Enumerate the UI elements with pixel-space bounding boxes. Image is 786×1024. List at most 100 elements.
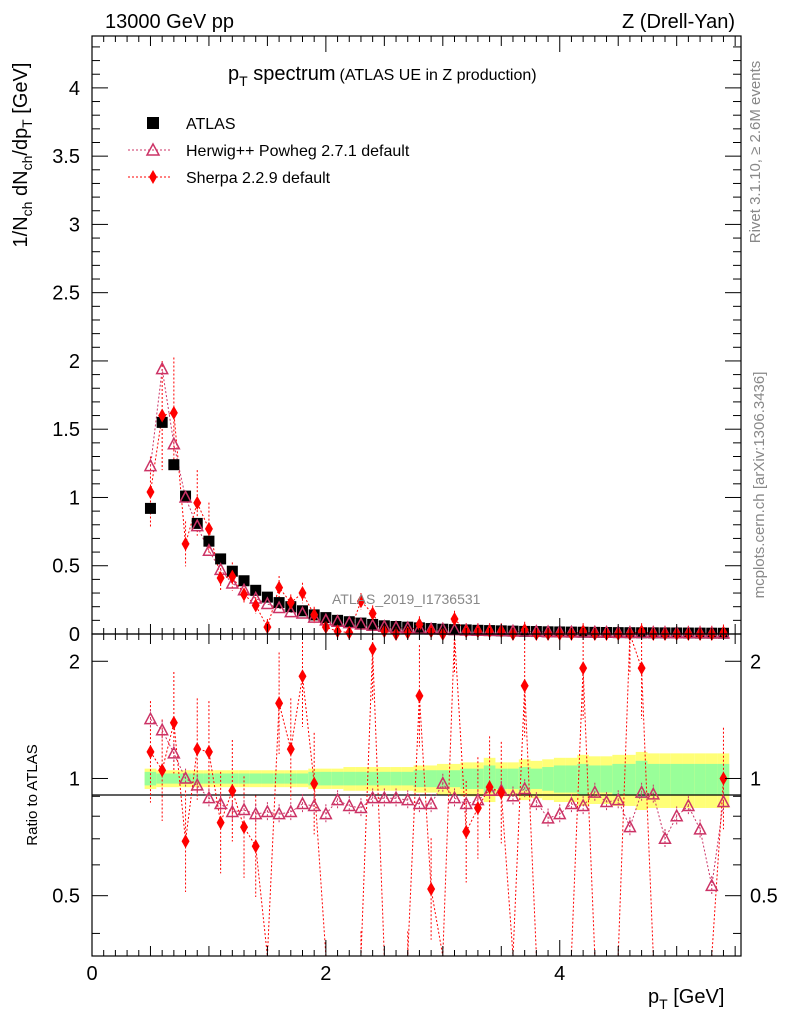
herwig-ratio-point <box>588 784 602 798</box>
band-inner-bin <box>226 773 239 784</box>
herwig-ratio-point <box>330 792 345 806</box>
ratio-y-tick-label-left: 2 <box>69 651 80 673</box>
band-inner-bin <box>249 773 262 784</box>
series-lines <box>150 369 724 957</box>
herwig-ratio-point <box>202 790 216 804</box>
sherpa-point <box>204 521 213 536</box>
herwig-point <box>143 458 158 472</box>
atlas-point <box>203 535 215 547</box>
sherpa-ratio-point <box>275 696 284 711</box>
top-y-tick-label: 1 <box>69 487 80 509</box>
herwig-point <box>155 361 169 375</box>
sherpa-ratio-point <box>637 661 646 676</box>
herwig-point <box>190 518 204 532</box>
herwig-line <box>150 369 724 634</box>
herwig-ratio-point <box>155 722 169 736</box>
band-inner-bin <box>238 773 250 784</box>
band-inner-bin <box>553 765 566 793</box>
herwig-point <box>295 605 310 619</box>
herwig-point <box>202 543 216 556</box>
herwig-ratio-point <box>248 806 263 820</box>
herwig-ratio-point <box>634 784 649 798</box>
herwig-point <box>167 436 181 450</box>
atlas-point <box>320 612 332 624</box>
band-inner-bin <box>355 771 367 786</box>
herwig-ratio-point <box>307 798 321 812</box>
herwig-ratio-point <box>553 806 567 820</box>
ratio-y-tick-label-right: 0.5 <box>750 886 778 908</box>
x-tick-label: 2 <box>320 963 331 985</box>
atlas-point <box>144 502 156 514</box>
top-y-tick-label: 2 <box>69 351 80 373</box>
atlas-point <box>332 614 344 626</box>
ratio-y-tick-label-left: 0.5 <box>52 886 80 908</box>
sherpa-ratio-point <box>181 834 190 849</box>
sherpa-ratio-point <box>286 742 295 757</box>
band-inner-bin <box>588 765 601 793</box>
sherpa-ratio-point <box>462 824 471 839</box>
band-inner-bin <box>401 771 414 786</box>
atlas-point <box>168 459 180 471</box>
sherpa-ratio-point <box>228 783 237 798</box>
sherpa-ratio-point <box>216 815 225 830</box>
band-inner-bin <box>507 768 519 789</box>
sherpa-ratio-point <box>240 820 249 835</box>
sherpa-point <box>216 571 225 586</box>
herwig-ratio-point <box>225 804 240 818</box>
herwig-ratio-point <box>436 776 450 789</box>
band-inner-bin <box>705 763 718 795</box>
band-inner-bin <box>682 763 695 795</box>
herwig-ratio-point <box>482 783 497 796</box>
sherpa-ratio-point <box>298 669 307 684</box>
top-y-axis-label: 1/Nch dNch/dpT [GeV] <box>10 63 35 248</box>
atlas-point <box>367 618 379 630</box>
herwig-ratio-point <box>213 796 228 810</box>
header-left: 13000 GeV pp <box>105 11 234 33</box>
herwig-ratio-point <box>564 796 579 810</box>
herwig-ratio-point <box>447 790 462 804</box>
ratio-y-tick-label-right: 2 <box>750 651 761 673</box>
top-y-tick-label: 0 <box>69 624 80 646</box>
legend-label-sherpa: Sherpa 2.2.9 default <box>186 170 331 187</box>
atlas-point <box>355 617 367 629</box>
herwig-ratio-point <box>272 806 286 820</box>
atlas-point <box>390 620 402 632</box>
band-inner-bin <box>378 771 391 786</box>
herwig-ratio-point <box>167 745 181 759</box>
top-y-tick-label: 3.5 <box>52 146 80 168</box>
herwig-ratio-point <box>529 794 544 808</box>
herwig-ratio-line <box>150 718 724 886</box>
herwig-ratio-point <box>377 790 392 804</box>
sherpa-point <box>169 405 178 420</box>
sherpa-point <box>450 611 459 626</box>
legend-label-herwig: Herwig++ Powheg 2.7.1 default <box>186 143 410 160</box>
legend-marker-atlas <box>147 117 159 129</box>
band-inner-bin <box>320 771 332 786</box>
band-inner-bin <box>331 771 344 786</box>
legend-marker-sherpa <box>149 170 157 184</box>
herwig-ratio-point <box>178 770 193 784</box>
ratio-y-tick-label-left: 1 <box>69 768 80 790</box>
x-tick-label: 0 <box>86 963 97 985</box>
sherpa-point <box>181 536 190 551</box>
sherpa-ratio-point <box>497 785 506 800</box>
band-inner-bin <box>565 765 578 793</box>
sherpa-point <box>286 595 295 610</box>
sherpa-ratio-point <box>310 776 319 791</box>
mcplots-label: mcplots.cern.ch [arXiv:1306.3436] <box>751 372 768 599</box>
band-inner-bin <box>635 760 648 799</box>
herwig-ratio-point <box>576 798 590 812</box>
top-y-tick-label: 1.5 <box>52 419 80 441</box>
sherpa-ratio-point <box>485 780 494 795</box>
sherpa-ratio-point <box>415 688 424 703</box>
sherpa-ratio-point <box>251 839 260 854</box>
band-inner-bin <box>273 773 285 784</box>
plot-title: pT spectrum (ATLAS UE in Z production) <box>228 63 537 89</box>
ratio-y-tick-label-right: 1 <box>750 768 761 790</box>
herwig-ratio-point <box>284 804 298 818</box>
herwig-ratio-point <box>342 798 357 812</box>
atlas-point <box>238 575 250 587</box>
herwig-ratio-point <box>354 800 368 814</box>
band-inner-bin <box>612 763 625 795</box>
